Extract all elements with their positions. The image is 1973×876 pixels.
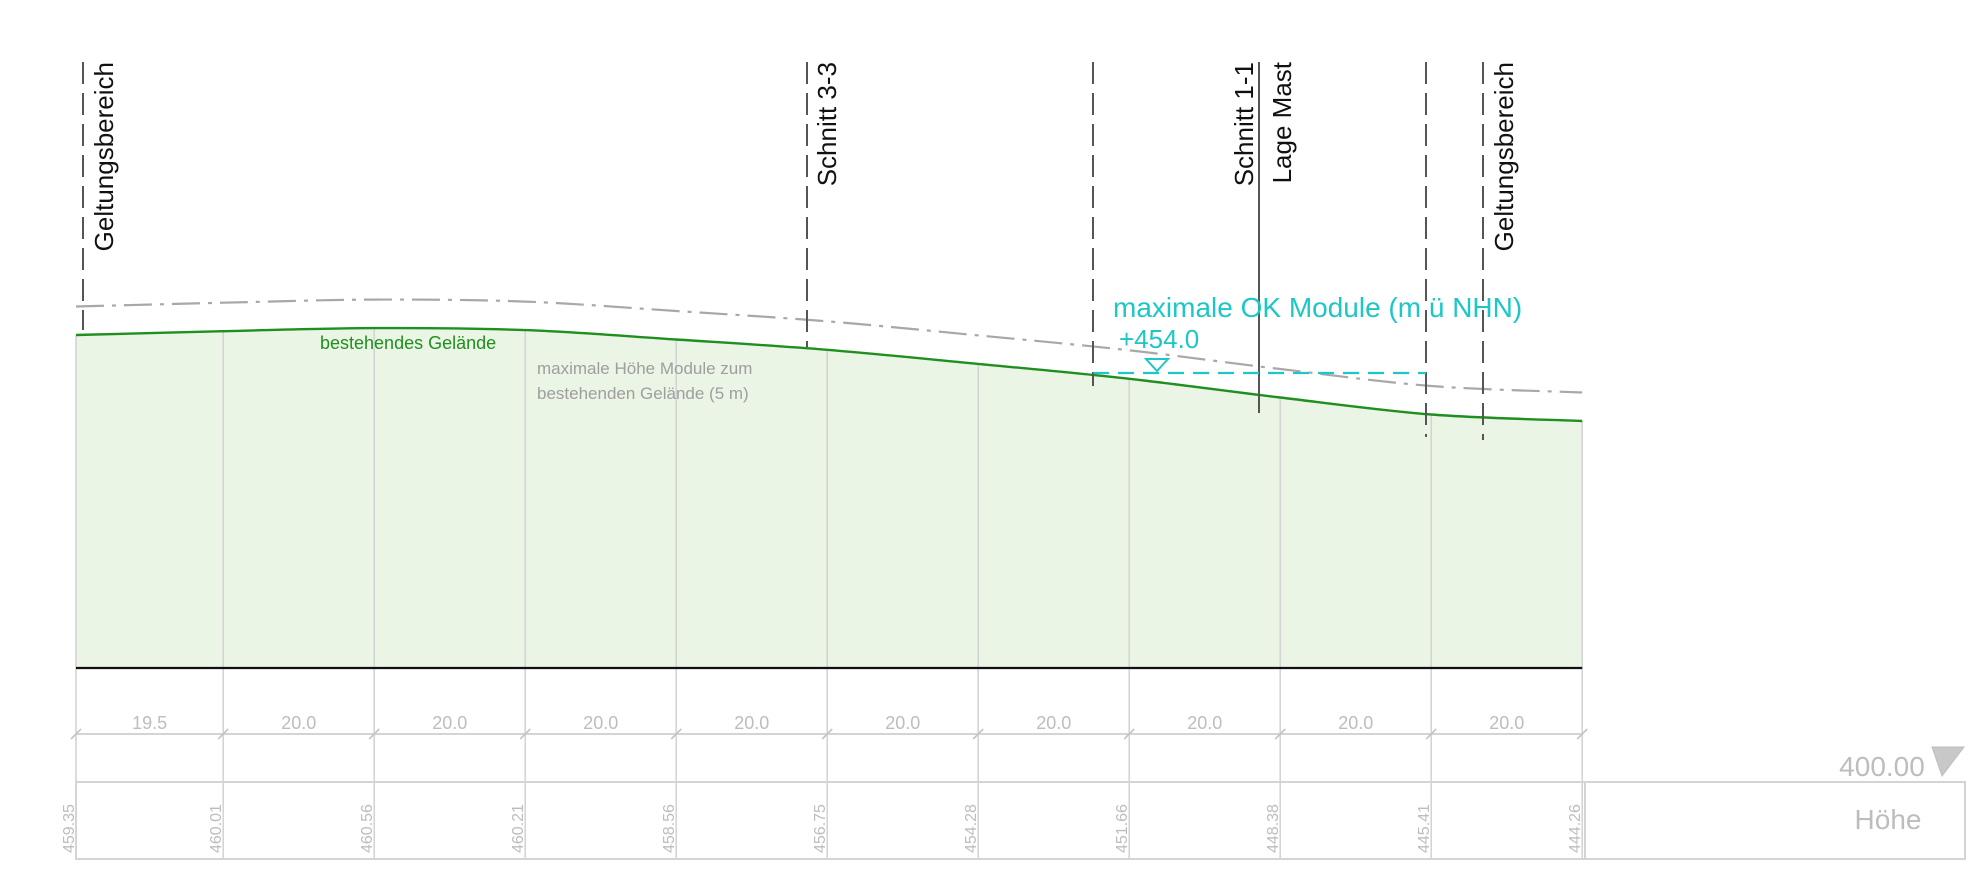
station-elevation: 454.28 [963,804,980,853]
max-height-note-line1: maximale Höhe Module zum [537,359,752,378]
terrain-line [75,326,1583,423]
reference-level-triangle-icon [1931,746,1966,778]
station-elevation: 451.66 [1114,804,1131,853]
segment-distance: 20.0 [281,713,316,733]
dimension-tick [821,728,833,740]
segment-distance: 20.0 [1036,713,1071,733]
segment-distance: 20.0 [583,713,618,733]
segment-distance: 20.0 [885,713,920,733]
station-elevation: 460.01 [208,804,225,853]
dimension-tick [1123,728,1135,740]
section-marker-label: Geltungsbereich [1489,62,1519,251]
level-triangle-icon [1143,358,1171,373]
section-marker-label: Schnitt 3-3 [812,62,842,186]
segment-distance: 20.0 [432,713,467,733]
height-row-label-box [1584,781,1966,860]
max-ok-title: maximale OK Module (m ü NHN) [1113,292,1522,323]
dimension-tick [70,728,82,740]
station-elevation: 445.41 [1416,804,1433,853]
dimension-tick [217,728,229,740]
reference-level-value: 400.00 [1839,751,1925,782]
dimension-tick [670,728,682,740]
elevation-table [75,781,1586,860]
dimension-tick [1274,728,1286,740]
station-elevation: 459.35 [61,804,78,853]
segment-distance: 20.0 [1187,713,1222,733]
segment-distance: 20.0 [1338,713,1373,733]
segment-distance: 20.0 [734,713,769,733]
dimension-tick [519,728,531,740]
max-height-line [75,298,1583,394]
dimension-tick [1425,728,1437,740]
terrain-fill [76,328,1583,668]
station-elevation: 458.56 [661,804,678,853]
section-marker-label: Lage Mast [1267,61,1297,183]
station-elevation: 460.56 [359,804,376,853]
height-row-label: Höhe [1855,804,1922,835]
station-elevation: 460.21 [510,804,527,853]
section-marker-label: Schnitt 1-1 [1229,62,1259,186]
segment-distance: 20.0 [1489,713,1524,733]
segment-distance: 19.5 [132,713,167,733]
station-elevation: 456.75 [812,804,829,853]
dimension-tick [368,728,380,740]
max-height-note-line2: bestehenden Gelände (5 m) [537,384,749,403]
station-elevation: 448.38 [1265,804,1282,853]
terrain-label: bestehendes Gelände [320,333,496,353]
dimension-tick [972,728,984,740]
section-marker-label: Geltungsbereich [89,62,119,251]
max-ok-value: +454.0 [1119,324,1199,354]
dimension-tick [1576,728,1588,740]
station-elevation: 444.26 [1567,804,1584,853]
